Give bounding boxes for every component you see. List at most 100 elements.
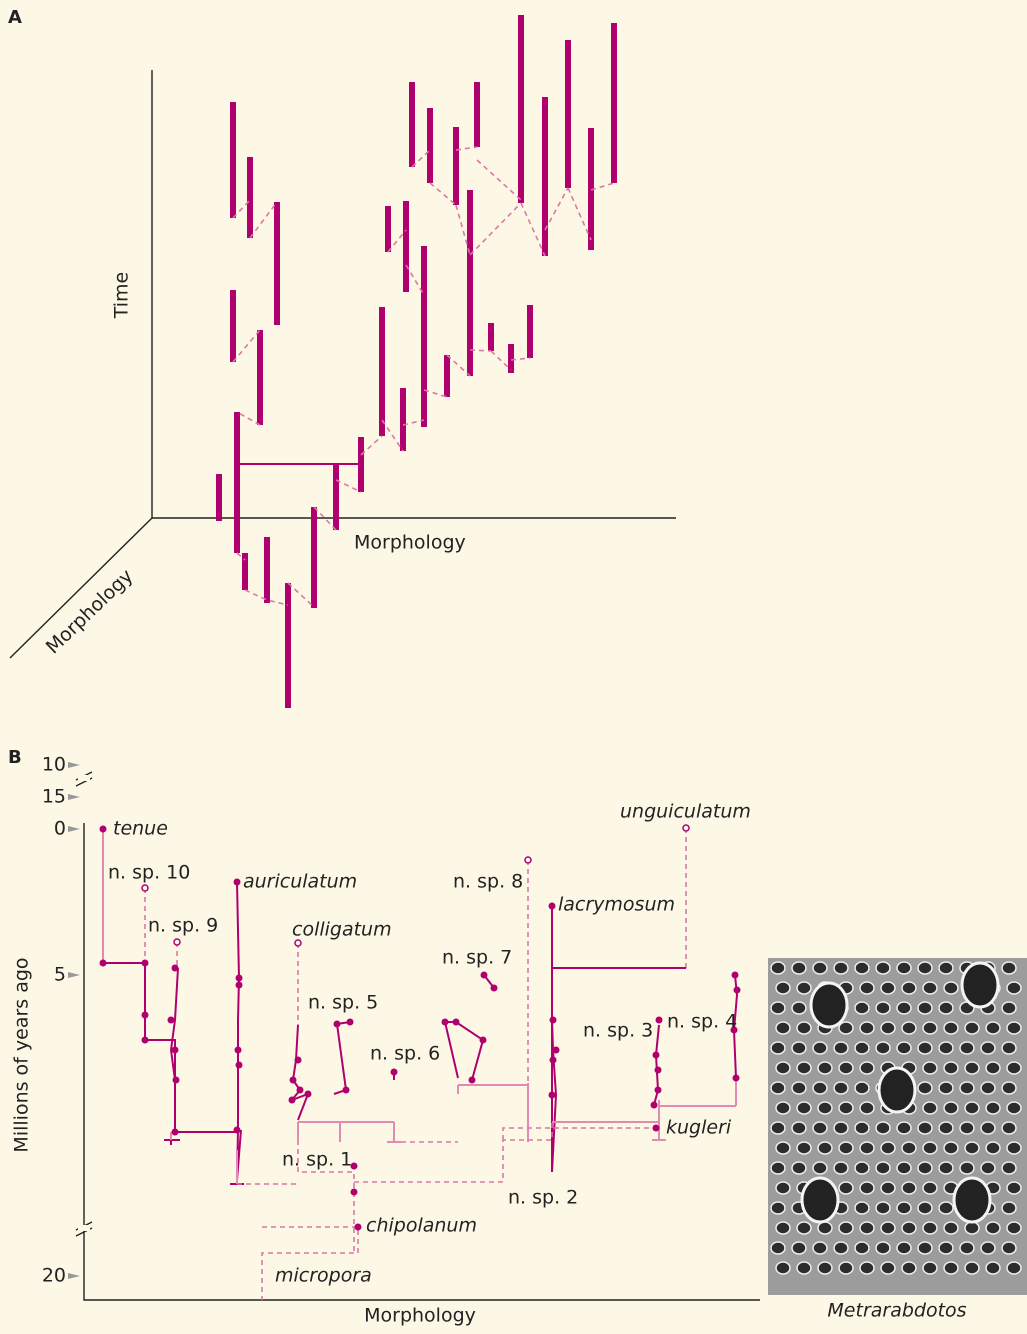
zooid-pore bbox=[960, 1042, 974, 1054]
open-point bbox=[525, 857, 531, 863]
zooid-pore bbox=[771, 1002, 785, 1014]
zooid-pore bbox=[771, 1242, 785, 1254]
zooid-pore bbox=[902, 982, 916, 994]
fossil-point bbox=[491, 985, 498, 992]
zooid-pore bbox=[923, 1102, 937, 1114]
fossil-point bbox=[289, 1097, 296, 1104]
zooid-pore bbox=[776, 1102, 790, 1114]
open-point bbox=[683, 825, 689, 831]
tick-arrow bbox=[68, 794, 80, 800]
zooid-pore bbox=[1002, 1162, 1016, 1174]
zooid-pore bbox=[944, 982, 958, 994]
zooid-pore bbox=[965, 1222, 979, 1234]
zooid-pore bbox=[860, 1222, 874, 1234]
zooid-pore bbox=[876, 962, 890, 974]
zooid-pore bbox=[792, 1002, 806, 1014]
zooid-pore bbox=[965, 1022, 979, 1034]
zooid-pore bbox=[939, 962, 953, 974]
zooid-pore bbox=[792, 1042, 806, 1054]
y-tick-label: 10 bbox=[42, 754, 66, 776]
break-gap bbox=[78, 775, 90, 781]
fossil-point bbox=[142, 1037, 149, 1044]
fossil-point bbox=[733, 1075, 740, 1082]
species-label: n. sp. 7 bbox=[442, 947, 512, 969]
zooid-pore bbox=[939, 1082, 953, 1094]
fossil-point bbox=[235, 1047, 242, 1054]
zooid-pore bbox=[792, 1082, 806, 1094]
zooid-pore bbox=[1007, 1262, 1021, 1274]
zooid-pore bbox=[944, 1262, 958, 1274]
fossil-point bbox=[343, 1087, 350, 1094]
photo: Metrarabdotos bbox=[768, 958, 1027, 1322]
zooid-pore bbox=[839, 1062, 853, 1074]
zooid-pore bbox=[939, 1162, 953, 1174]
zooid-pore bbox=[797, 1062, 811, 1074]
zooid-pore bbox=[834, 962, 848, 974]
zooid-pore bbox=[902, 1182, 916, 1194]
zooid-pore bbox=[981, 1042, 995, 1054]
fossil-point bbox=[234, 1127, 241, 1134]
zooid-pore bbox=[918, 1002, 932, 1014]
fossil-point bbox=[236, 975, 243, 982]
zooid-pore bbox=[839, 1262, 853, 1274]
zooid-pore bbox=[939, 1122, 953, 1134]
zooid-pore bbox=[960, 1122, 974, 1134]
zooid-pore bbox=[923, 1222, 937, 1234]
zooid-pore bbox=[839, 1182, 853, 1194]
zooid-pore bbox=[1002, 962, 1016, 974]
zooid-pore bbox=[860, 1262, 874, 1274]
fossil-point bbox=[480, 1037, 487, 1044]
fossil-point bbox=[481, 972, 488, 979]
open-point bbox=[174, 939, 180, 945]
zooid-pore bbox=[939, 1242, 953, 1254]
figure: A Time Morphology Morphology B 05101520 … bbox=[0, 0, 1027, 1334]
zooid-pore bbox=[776, 982, 790, 994]
zooid-pore bbox=[1007, 1102, 1021, 1114]
zooid-pore bbox=[855, 1162, 869, 1174]
zooid-pore bbox=[860, 982, 874, 994]
fossil-point bbox=[550, 1017, 557, 1024]
zooid-pore bbox=[855, 1002, 869, 1014]
zooid-pore bbox=[860, 1182, 874, 1194]
zooid-pore bbox=[818, 1222, 832, 1234]
zooid-pore bbox=[944, 1222, 958, 1234]
ovicell bbox=[954, 1178, 990, 1222]
zooid-pore bbox=[881, 1022, 895, 1034]
fossil-point bbox=[351, 1189, 358, 1196]
zooid-pore bbox=[939, 1202, 953, 1214]
zooid-pore bbox=[834, 1162, 848, 1174]
fossil-point bbox=[442, 1019, 449, 1026]
zooid-pore bbox=[881, 1222, 895, 1234]
y-tick-label: 20 bbox=[42, 1265, 66, 1287]
zooid-pore bbox=[797, 1102, 811, 1114]
fossil-point bbox=[100, 960, 107, 967]
open-point bbox=[142, 885, 148, 891]
species-label: n. sp. 4 bbox=[667, 1011, 737, 1033]
zooid-pore bbox=[855, 1242, 869, 1254]
zooid-pore bbox=[876, 1122, 890, 1134]
zooid-pore bbox=[813, 1042, 827, 1054]
fossil-point bbox=[172, 965, 179, 972]
zooid-pore bbox=[944, 1142, 958, 1154]
zooid-pore bbox=[986, 1062, 1000, 1074]
fossil-point bbox=[391, 1069, 398, 1076]
fossil-point bbox=[651, 1102, 658, 1109]
fossil-point bbox=[656, 1017, 663, 1024]
species-label: kugleri bbox=[666, 1117, 732, 1139]
zooid-pore bbox=[944, 1022, 958, 1034]
zooid-pore bbox=[897, 1042, 911, 1054]
species-label: n. sp. 8 bbox=[453, 871, 523, 893]
zooid-pore bbox=[834, 1082, 848, 1094]
zooid-pore bbox=[960, 1082, 974, 1094]
zooid-pore bbox=[881, 982, 895, 994]
fossil-point bbox=[734, 987, 741, 994]
axis-label: Millions of years ago bbox=[11, 957, 33, 1152]
fossil-point bbox=[469, 1077, 476, 1084]
tick-arrow bbox=[68, 826, 80, 832]
fossil-point bbox=[168, 1017, 175, 1024]
fossil-point bbox=[732, 972, 739, 979]
zooid-pore bbox=[960, 1162, 974, 1174]
zooid-pore bbox=[876, 1202, 890, 1214]
y-tick-label: 15 bbox=[42, 786, 66, 808]
zooid-pore bbox=[818, 1262, 832, 1274]
